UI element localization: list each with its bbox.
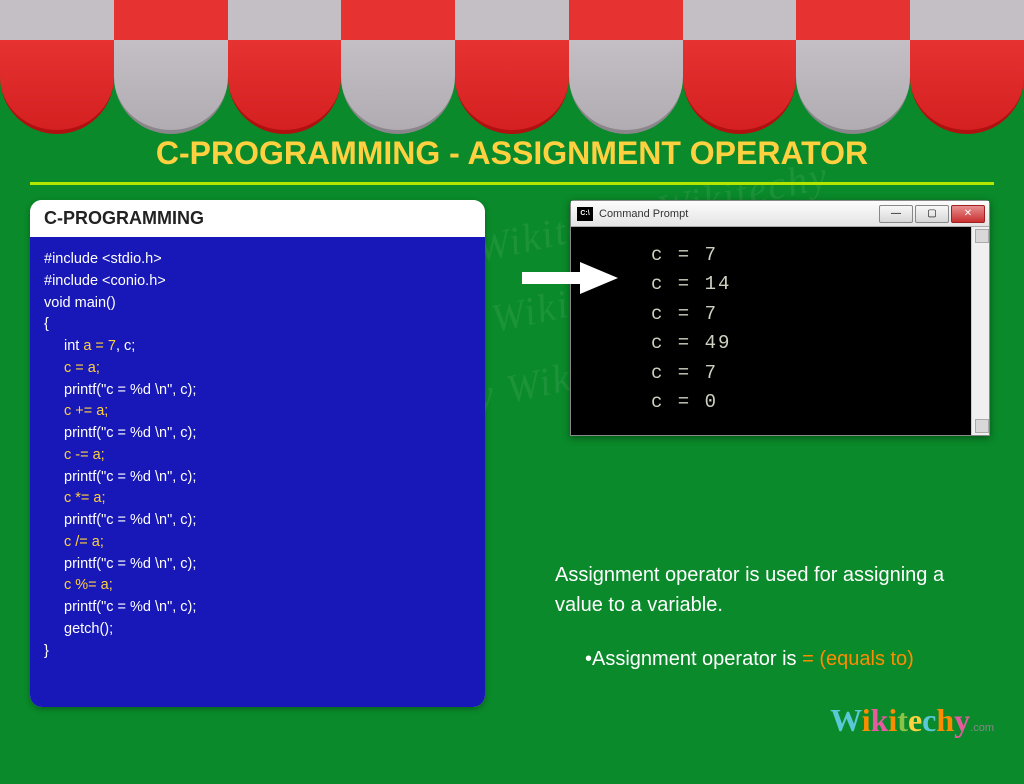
arrow-icon [520, 260, 620, 301]
cmd-scrollbar[interactable] [971, 227, 989, 435]
description-bullet: •Assignment operator is = (equals to) [555, 644, 994, 674]
description: Assignment operator is used for assignin… [555, 560, 994, 674]
description-text: Assignment operator is used for assignin… [555, 560, 994, 620]
maximize-button[interactable]: ▢ [915, 205, 949, 223]
command-prompt-window: C:\ Command Prompt — ▢ ✕ c = 7c = 14c = … [570, 200, 990, 436]
cmd-icon: C:\ [577, 207, 593, 221]
code-body: #include <stdio.h>#include <conio.h>void… [30, 237, 485, 707]
code-panel: C-PROGRAMMING #include <stdio.h>#include… [30, 200, 485, 707]
cmd-title: Command Prompt [599, 208, 877, 220]
awning-decoration [0, 0, 1024, 130]
close-button[interactable]: ✕ [951, 205, 985, 223]
cmd-output: c = 7c = 14c = 7c = 49c = 7c = 0 [571, 227, 971, 435]
wikitechy-logo: Wikitechy.com [830, 702, 994, 739]
code-header: C-PROGRAMMING [30, 200, 485, 237]
cmd-titlebar: C:\ Command Prompt — ▢ ✕ [571, 201, 989, 227]
page-title: C-PROGRAMMING - ASSIGNMENT OPERATOR [30, 135, 994, 185]
minimize-button[interactable]: — [879, 205, 913, 223]
